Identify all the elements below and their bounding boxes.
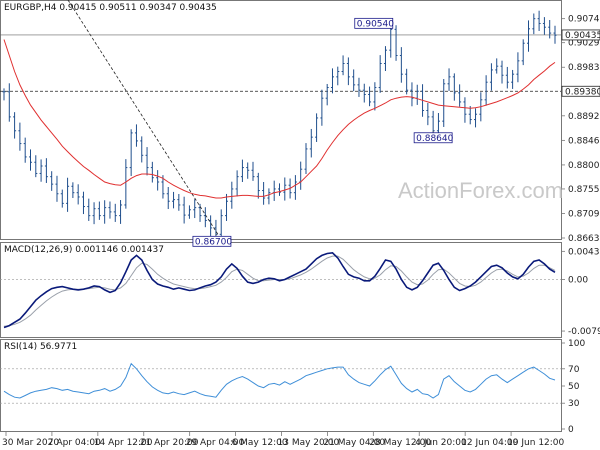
price-panel-title: EURGBP,H4 0.90415 0.90511 0.90347 0.9043… (4, 3, 217, 13)
macd-panel-title: MACD(12,26,9) 0.001146 0.001437 (4, 245, 164, 255)
x-tick-label: 7 Apr 04:00 (48, 438, 101, 448)
callout-box (354, 17, 394, 29)
macd-signal-line (3, 255, 556, 327)
x-tick-label: 14 Apr 12:00 (94, 438, 153, 448)
current-price-tag-box (561, 29, 600, 41)
x-tick-label: 21 May 04:00 (323, 438, 385, 448)
macd-panel-frame (0, 242, 562, 338)
macd-plot (0, 251, 561, 329)
x-tick-label: 13 May 20:00 (278, 438, 340, 448)
macd-line (3, 251, 556, 329)
rsi-panel-title: RSI(14) 56.9771 (4, 342, 77, 352)
rsi-y-tick-label: 70 (568, 365, 580, 375)
callout-box (192, 235, 232, 247)
macd-y-tick-label: 0.004331 (568, 247, 600, 257)
x-tick-label: 28 May 12:00 (369, 438, 431, 448)
trend-line (67, 0, 219, 235)
x-tick-label: 4 Jun 20:00 (415, 438, 467, 448)
x-tick-label: 30 Mar 2020 (2, 438, 59, 448)
rsi-y-tick-label: 30 (568, 399, 580, 409)
rsi-panel-frame (0, 339, 562, 432)
macd-y-tick-label: 0.00 (568, 275, 588, 285)
callout-box (413, 132, 453, 144)
current-price-tag: 0.90435 (565, 31, 600, 41)
macd-y-tick-label: -0.007945 (568, 327, 600, 337)
x-tick-label: 21 Apr 20:00 (140, 438, 199, 448)
price-plot: 0.90540 0.88640 0.86700 (0, 0, 561, 247)
x-tick-label: 12 Jun 04:00 (461, 438, 518, 448)
x-tick-label: 29 Apr 04:00 (186, 438, 245, 448)
level-price-tag-box (561, 85, 600, 97)
callout-label: 0.86700 (195, 237, 232, 247)
price-panel-frame (0, 0, 562, 240)
callout-label: 0.90540 (357, 19, 394, 29)
level-price-tag: 0.89380 (565, 87, 600, 97)
rsi-plot (0, 362, 561, 404)
rsi-y-tick-label: 0 (568, 425, 574, 435)
rsi-y-tick-label: 100 (568, 339, 585, 349)
rsi-line (3, 362, 556, 399)
callout-label: 0.88640 (416, 134, 453, 144)
x-tick-label: 19 Jun 12:00 (507, 438, 564, 448)
rsi-y-tick-label: 50 (568, 382, 580, 392)
moving-average-line (3, 39, 556, 199)
price-y-tick-label: 0.86631 (568, 234, 600, 244)
watermark: ActionForex.com (398, 178, 563, 203)
x-tick-label: 6 May 12:00 (232, 438, 288, 448)
